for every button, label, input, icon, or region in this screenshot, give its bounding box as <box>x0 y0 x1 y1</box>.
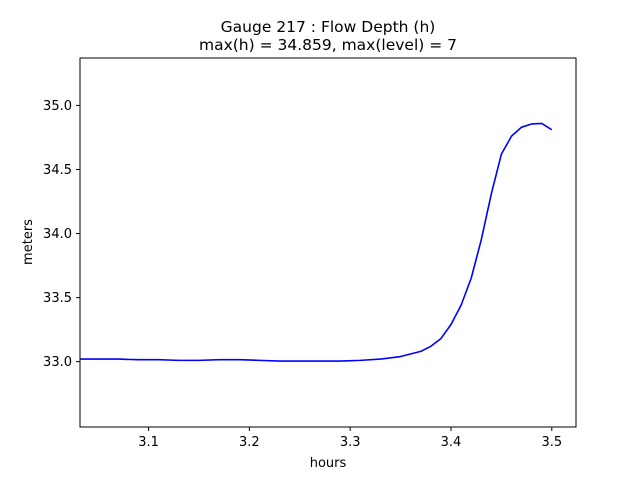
x-axis: 3.1 3.2 3.3 3.4 3.5 <box>138 427 562 450</box>
x-tick-label: 3.4 <box>441 435 462 450</box>
y-tick-label: 34.5 <box>43 163 72 178</box>
chart-title-line-2: max(h) = 34.859, max(level) = 7 <box>199 36 457 54</box>
y-tick-label: 35.0 <box>43 99 72 114</box>
plot-area <box>79 57 577 428</box>
y-tick-label: 33.5 <box>43 291 72 306</box>
y-axis: 33.0 33.5 34.0 34.5 35.0 <box>43 99 80 370</box>
x-tick-label: 3.2 <box>239 435 260 450</box>
x-axis-label: hours <box>310 456 347 471</box>
plot-frame <box>79 57 577 428</box>
y-tick-label: 34.0 <box>43 227 72 242</box>
x-tick-label: 3.5 <box>541 435 562 450</box>
x-tick-label: 3.3 <box>340 435 361 450</box>
y-tick-label: 33.0 <box>43 355 72 370</box>
y-axis-label: meters <box>21 219 36 265</box>
x-tick-label: 3.1 <box>138 435 159 450</box>
chart-title-line-1: Gauge 217 : Flow Depth (h) <box>221 18 436 36</box>
series-line-0 <box>80 122 553 362</box>
